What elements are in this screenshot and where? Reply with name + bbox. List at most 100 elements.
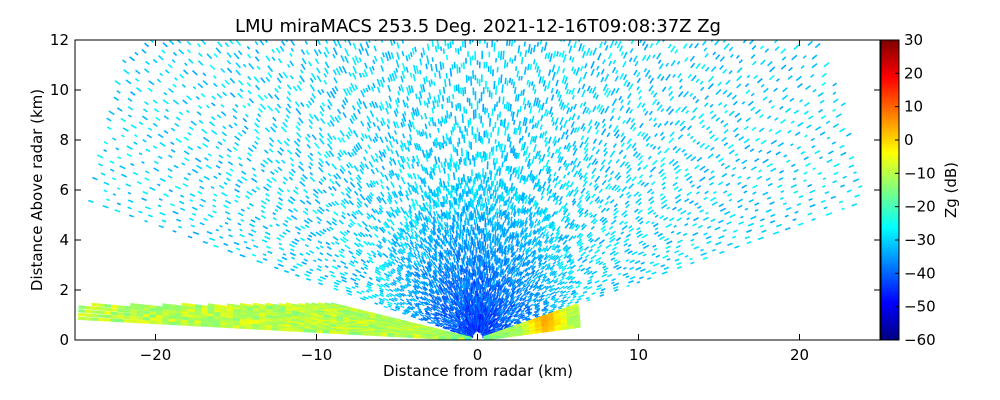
field-gate-31 (851, 203, 858, 207)
field-gate-3835 (296, 84, 302, 92)
field-gate-1971 (552, 50, 557, 59)
field-gate-4326 (144, 42, 150, 48)
field-gate-3432 (443, 265, 448, 274)
field-gate-4041 (356, 201, 362, 208)
field-gate-4556 (415, 296, 420, 300)
field-gate-3885 (300, 101, 305, 108)
field-gate-3478 (417, 215, 421, 221)
field-gate-523 (568, 270, 575, 276)
field-gate-315 (779, 170, 784, 174)
field-gate-2065 (540, 46, 544, 53)
field-gate-2836 (461, 232, 464, 240)
field-gate-3138 (421, 149, 426, 158)
field-gate-4166 (224, 79, 230, 85)
field-gate-4020 (276, 103, 282, 109)
field-gate-4258 (184, 62, 188, 67)
field-gate-316 (791, 163, 796, 168)
field-gate-1286 (649, 77, 655, 84)
field-gate-2044 (537, 69, 541, 78)
field-gate-2873 (459, 229, 462, 238)
field-gate-1135 (668, 90, 674, 97)
field-gate-4536 (278, 197, 284, 202)
field-gate-3950 (433, 285, 439, 292)
field-gate-3507 (357, 98, 363, 105)
field-gate-1379 (591, 146, 596, 151)
field-gate-3135 (436, 201, 440, 208)
field-gate-1207 (609, 150, 616, 158)
field-gate-1026 (674, 106, 682, 114)
field-gate-2768 (459, 182, 462, 189)
field-gate-2863 (438, 89, 442, 96)
field-gate-222 (817, 171, 822, 176)
field-gate-1247 (524, 267, 528, 272)
field-gate-487 (538, 293, 544, 299)
field-gate-1754 (580, 65, 584, 72)
field-gate-750 (659, 172, 666, 178)
field-gate-4618 (440, 315, 446, 320)
field-gate-4347 (266, 157, 274, 164)
field-gate-4466 (358, 248, 363, 253)
field-gate-29 (825, 212, 833, 216)
field-gate-3233 (427, 195, 432, 204)
field-gate-3120 (418, 130, 422, 137)
field-gate-1593 (506, 271, 510, 278)
field-gate-2937 (428, 80, 432, 88)
field-gate-4977 (451, 328, 456, 332)
field-gate-1629 (596, 71, 600, 78)
field-gate-655 (633, 208, 639, 213)
field-gate-1126 (576, 207, 583, 213)
field-gate-4680 (130, 124, 137, 129)
field-gate-2212 (513, 86, 517, 95)
field-gate-3445 (352, 65, 358, 74)
field-gate-3106 (396, 42, 400, 49)
field-gate-1384 (636, 71, 641, 78)
field-gate-2710 (467, 228, 470, 237)
field-gate-4702 (272, 217, 277, 221)
field-gate-4365 (418, 290, 424, 296)
field-gate-1497 (629, 48, 634, 54)
field-gate-3011 (415, 65, 420, 75)
field-gate-698 (800, 65, 805, 69)
field-gate-3641 (349, 118, 354, 125)
field-gate-4711 (152, 145, 158, 149)
field-gate-121 (759, 218, 765, 222)
field-gate-3114 (446, 229, 450, 238)
field-gate-1527 (505, 276, 510, 284)
field-gate-3553 (346, 87, 352, 96)
field-gate-4925 (301, 261, 307, 265)
field-gate-112 (639, 268, 646, 273)
field-gate-3369 (444, 262, 449, 270)
field-gate-3630 (437, 270, 442, 277)
field-gate-4171 (456, 319, 463, 325)
field-gate-2374 (493, 104, 496, 112)
field-gate-3700 (422, 252, 428, 260)
field-gate-1403 (592, 138, 597, 144)
field-gate-4025 (224, 42, 230, 48)
field-gate-4214 (346, 212, 351, 217)
field-gate-57 (761, 229, 767, 233)
field-gate-814 (640, 181, 645, 186)
field-gate-1305 (591, 158, 597, 166)
field-gate-2147 (491, 250, 494, 260)
field-gate-39 (542, 313, 546, 317)
field-gate-2303 (502, 96, 505, 105)
field-gate-4630 (325, 241, 331, 246)
field-gate-2655 (471, 250, 474, 260)
field-gate-4732 (300, 237, 305, 242)
field-gate-2948 (455, 230, 459, 239)
field-gate-2395 (496, 40, 499, 43)
field-gate-1946 (532, 136, 536, 143)
field-gate-4089 (430, 288, 436, 294)
field-gate-3310 (440, 244, 444, 250)
field-gate-618 (577, 256, 583, 262)
field-gate-4163 (257, 113, 262, 118)
field-gate-4439 (286, 189, 291, 193)
field-gate-4729 (340, 260, 347, 265)
field-gate-1067 (538, 262, 542, 267)
field-gate-3482 (389, 157, 393, 162)
field-gate-852 (717, 101, 723, 107)
field-gate-2693 (468, 232, 471, 242)
field-gate-619 (588, 248, 593, 253)
field-gate-805 (542, 275, 547, 279)
field-gate-1541 (611, 66, 617, 74)
